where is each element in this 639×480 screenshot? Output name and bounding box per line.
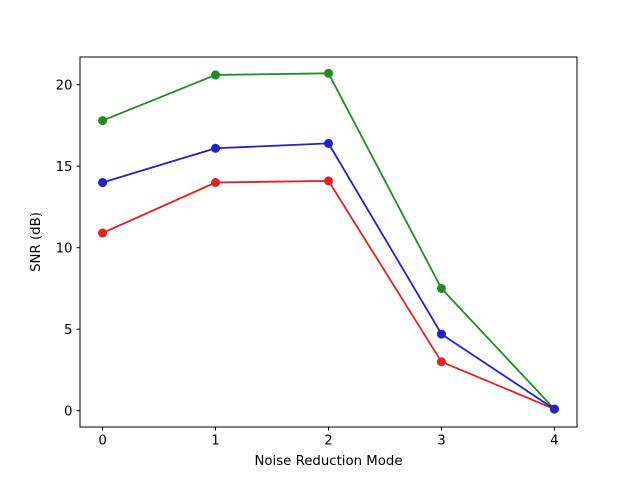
data-point-red-series-x2	[324, 176, 333, 186]
ticks-layer: 0 1 2 3 4 0 5 10 15 20	[56, 78, 559, 448]
data-point-red-series-x0	[98, 228, 108, 238]
data-point-blue-series-x3	[436, 329, 446, 339]
y-tick-label: 15	[56, 160, 73, 175]
y-tick-label: 10	[56, 241, 73, 256]
plot-background	[80, 57, 577, 427]
y-tick-label: 0	[64, 404, 72, 419]
x-tick-label: 4	[550, 434, 558, 449]
y-tick-label: 5	[64, 323, 72, 338]
x-tick-label: 3	[437, 434, 445, 449]
data-point-green-series-x1	[211, 70, 221, 80]
data-point-red-series-x1	[211, 178, 221, 188]
data-point-red-series-x3	[436, 357, 446, 367]
x-axis-label: Noise Reduction Mode	[254, 454, 402, 469]
plot-area	[80, 57, 577, 427]
data-point-blue-series-x1	[211, 143, 221, 153]
data-point-green-series-x2	[324, 68, 333, 78]
series-layer	[98, 68, 559, 414]
x-tick-label: 1	[211, 434, 219, 449]
data-point-green-series-x0	[98, 116, 108, 126]
data-point-green-series-x3	[436, 283, 446, 293]
x-tick-label: 2	[324, 434, 332, 449]
data-point-blue-series-x2	[324, 138, 333, 148]
y-axis-label: SNR (dB)	[29, 212, 44, 272]
x-tick-label: 0	[98, 434, 106, 449]
data-point-blue-series-x0	[98, 178, 108, 188]
data-point-blue-series-x4	[549, 404, 559, 414]
y-tick-label: 20	[56, 78, 73, 93]
